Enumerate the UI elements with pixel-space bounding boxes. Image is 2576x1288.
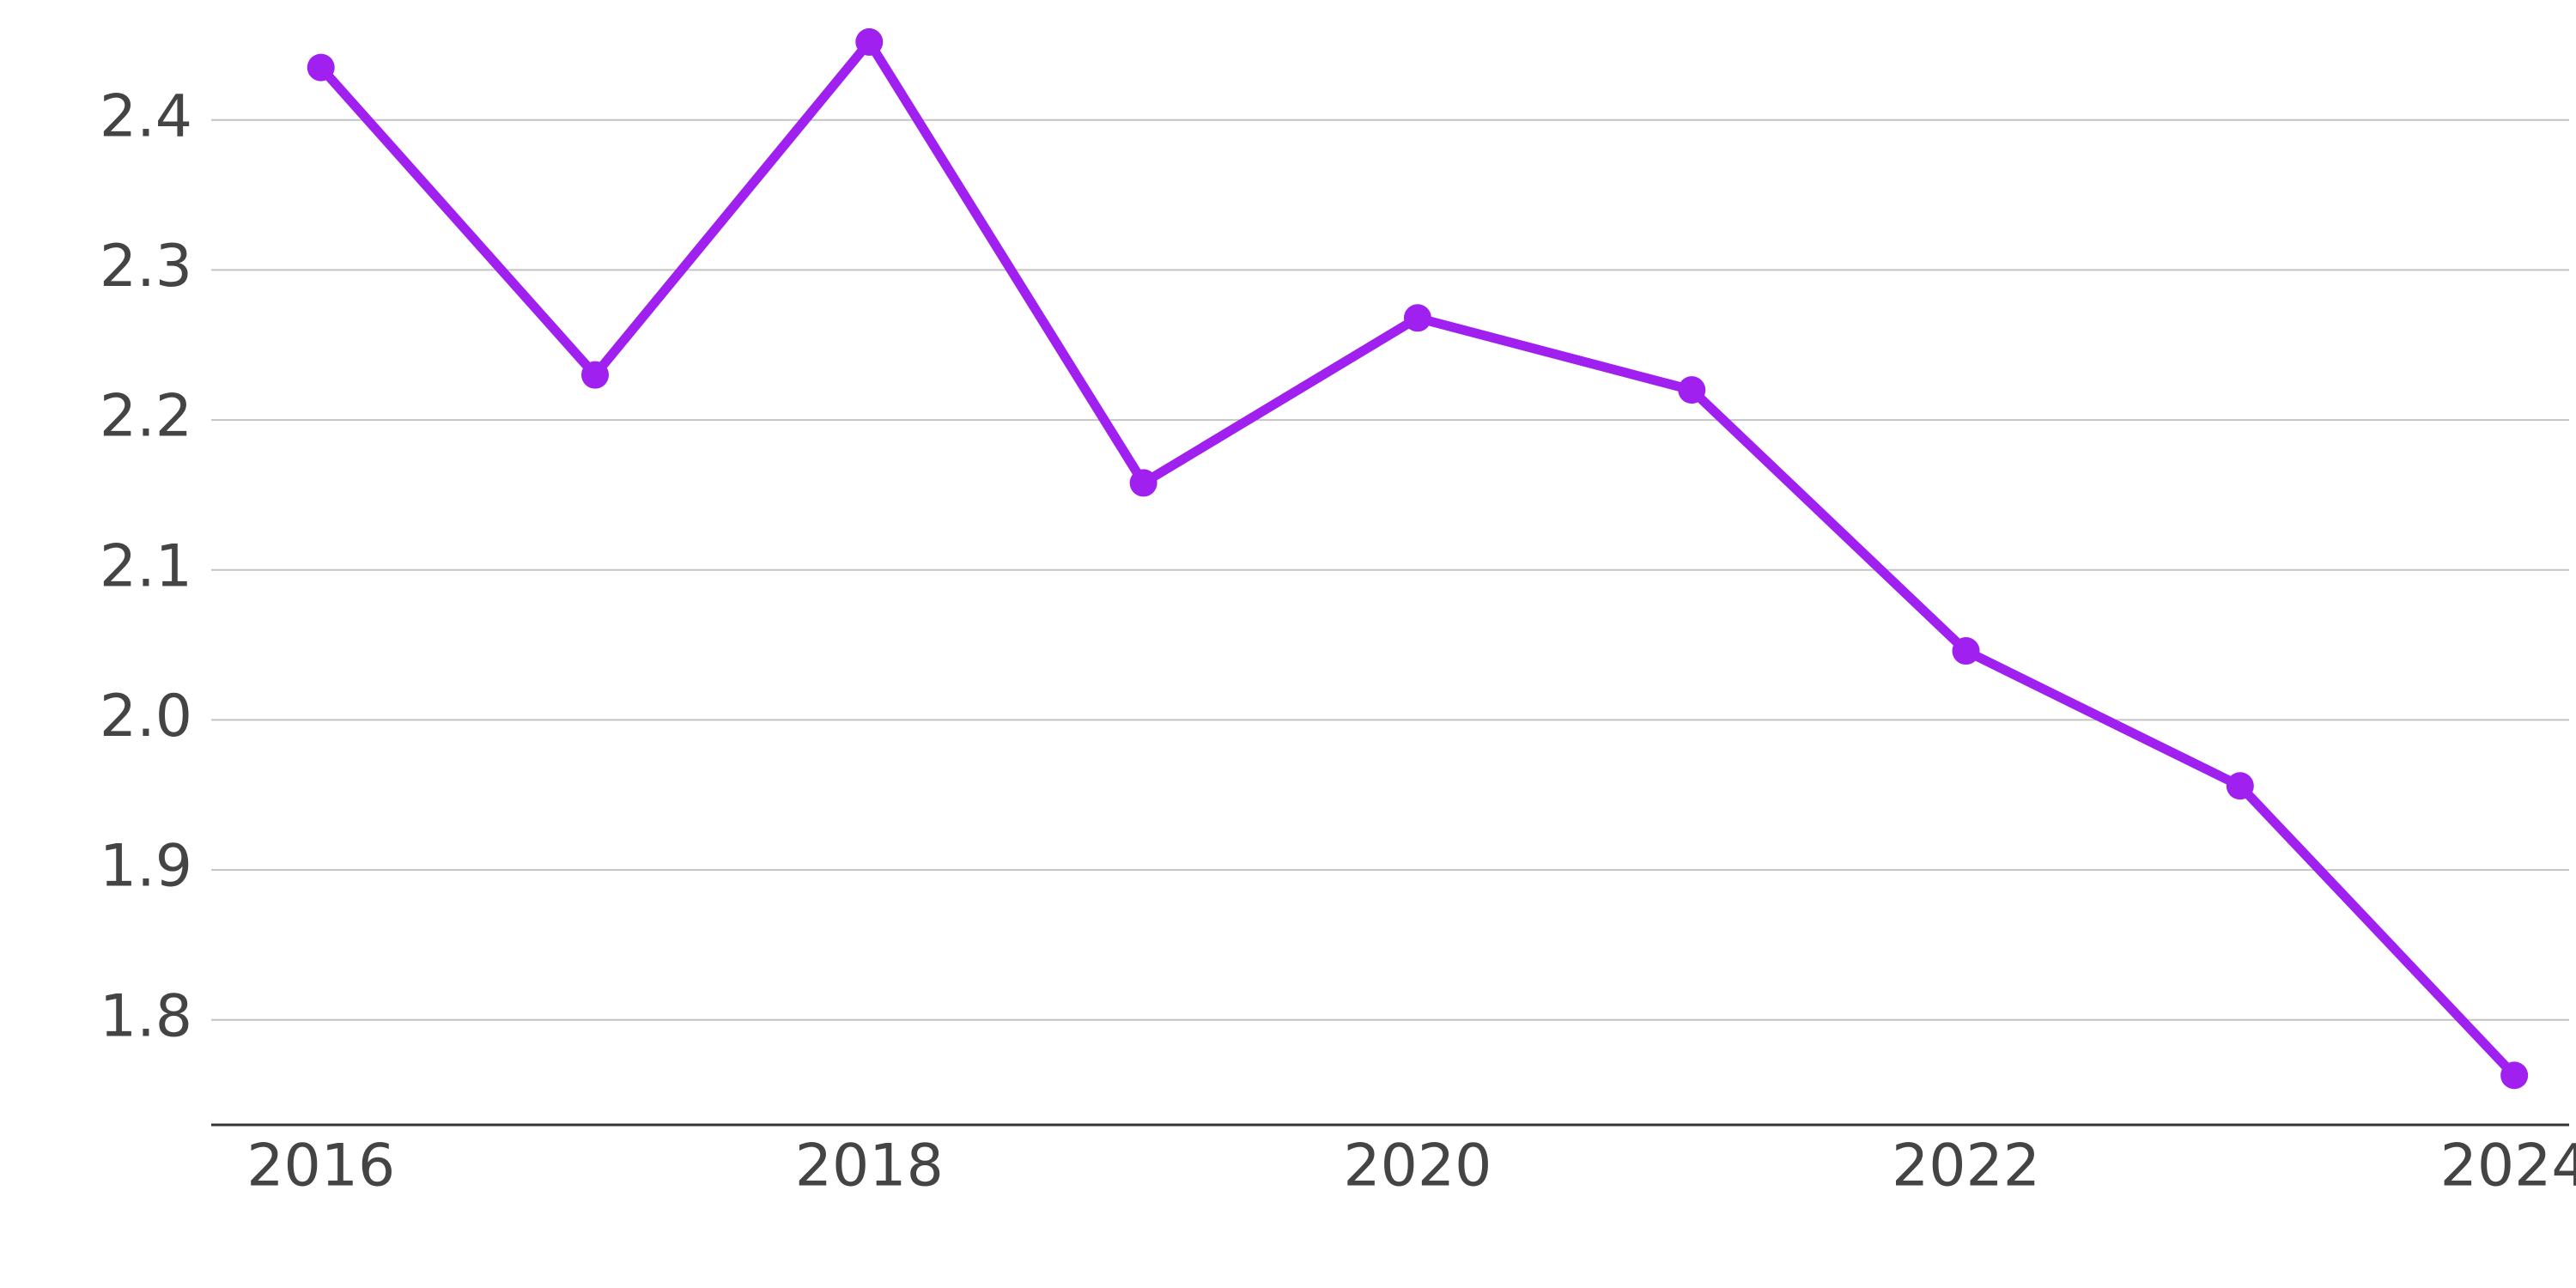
x-tick-label: 2024 bbox=[2440, 1133, 2576, 1200]
data-point-2023 bbox=[2226, 772, 2254, 800]
y-tick-label: 2.3 bbox=[100, 233, 192, 301]
y-tick-label: 1.8 bbox=[100, 982, 192, 1050]
data-point-2021 bbox=[1678, 376, 1706, 404]
data-point-2017 bbox=[581, 361, 610, 389]
data-point-2016 bbox=[307, 53, 335, 82]
data-point-2019 bbox=[1129, 469, 1157, 497]
series-line bbox=[316, 37, 2519, 1080]
data-point-2020 bbox=[1403, 304, 1431, 332]
x-tick-label: 2018 bbox=[795, 1133, 944, 1200]
y-tick-label: 2.2 bbox=[100, 383, 192, 451]
x-tick-labels: 2016 2018 2020 2022 2024 bbox=[246, 1133, 2576, 1200]
data-point-2022 bbox=[1952, 637, 1980, 665]
x-tick-label: 2020 bbox=[1343, 1133, 1492, 1200]
x-tick-label: 2016 bbox=[246, 1133, 395, 1200]
x-tick-label: 2022 bbox=[1892, 1133, 2040, 1200]
data-point-2018 bbox=[855, 27, 884, 56]
y-tick-labels: 1.8 1.9 2.0 2.1 2.2 2.3 2.4 bbox=[100, 82, 192, 1050]
data-point-2024 bbox=[2500, 1061, 2529, 1090]
series-layer bbox=[307, 27, 2529, 1090]
y-tick-label: 2.0 bbox=[100, 683, 192, 750]
y-tick-label: 2.4 bbox=[100, 82, 192, 150]
y-tick-label: 1.9 bbox=[100, 833, 192, 901]
grid-layer bbox=[211, 118, 2569, 1021]
y-tick-label: 2.1 bbox=[100, 532, 192, 600]
